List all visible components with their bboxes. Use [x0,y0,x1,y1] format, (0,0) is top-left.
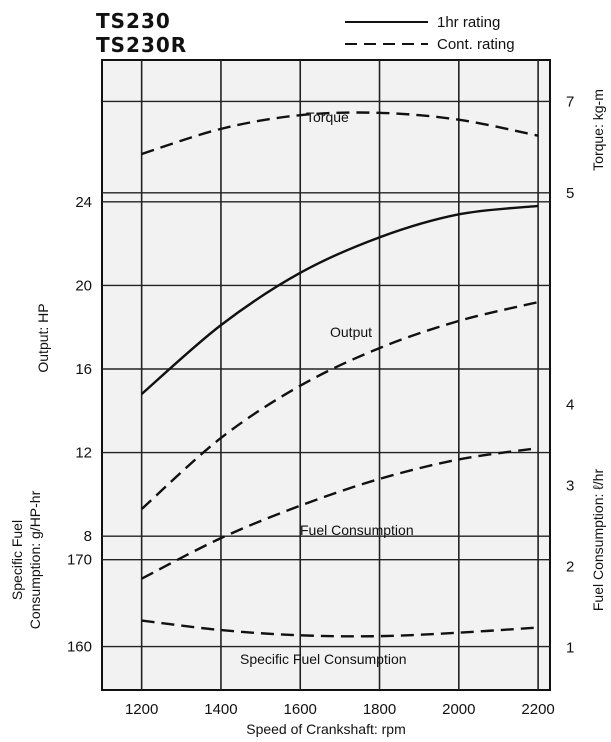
y-tick-label-torque: 5 [566,185,574,202]
x-tick-label: 2200 [521,701,554,718]
annotation-fuel-consumption: Fuel Consumption [300,522,414,538]
y-tick-label-fuel: 2 [566,558,574,575]
curves [140,111,539,638]
y-axis-label-fuel: Fuel Consumption: ℓ/hr [590,469,606,612]
y-tick-label-specific_fuel: 160 [67,639,92,656]
legend-solid-label: 1hr rating [437,14,500,31]
y-tick-label-output: 24 [75,194,92,211]
y-tick-label-output: 16 [75,361,92,378]
y-tick-label-output: 8 [84,528,92,545]
x-tick-label: 1200 [125,701,158,718]
y-tick-label-output: 12 [75,445,92,462]
x-tick-label: 1800 [363,701,396,718]
series-line-output-solid [140,204,539,395]
y-tick-label-fuel: 1 [566,640,574,657]
y-axis-label-specific-fuel-line2: Consumption: g/HP-hr [27,490,43,629]
x-tick-label: 2000 [442,701,475,718]
y-axis-label-output: Output: HP [35,303,51,372]
x-axis-label: Speed of Crankshaft: rpm [246,721,406,737]
series-line-fuel-dashed [141,446,539,580]
plot-area [101,59,551,691]
x-tick-label: 1400 [204,701,237,718]
series-line-torque-dashed [141,111,539,156]
legend-dashed-label: Cont. rating [437,36,515,53]
annotation-output: Output [330,324,372,340]
annotation-torque: Torque [306,109,349,125]
y-tick-label-torque: 7 [566,93,574,110]
y-tick-label-fuel: 3 [566,477,574,494]
annotation-specific-fuel-consumption: Specific Fuel Consumption [240,651,407,667]
y-tick-label-specific_fuel: 170 [67,552,92,569]
y-tick-label-fuel: 4 [566,396,574,413]
model-name-1: TS230 [96,9,171,33]
tick-labels: 1200 1400 1600 1800 2000 22001216202481601705… [67,93,574,718]
y-axis-label-torque: Torque: kg-m [590,89,606,171]
series-line-output-dashed [140,300,539,510]
model-name-2: TS230R [96,33,187,57]
x-tick-label: 1600 [284,701,317,718]
grid [102,60,550,690]
y-axis-label-specific-fuel-line1: Specific Fuel [9,520,25,600]
series-line-specific_fuel-dashed [141,619,539,638]
y-tick-label-output: 20 [75,277,92,294]
